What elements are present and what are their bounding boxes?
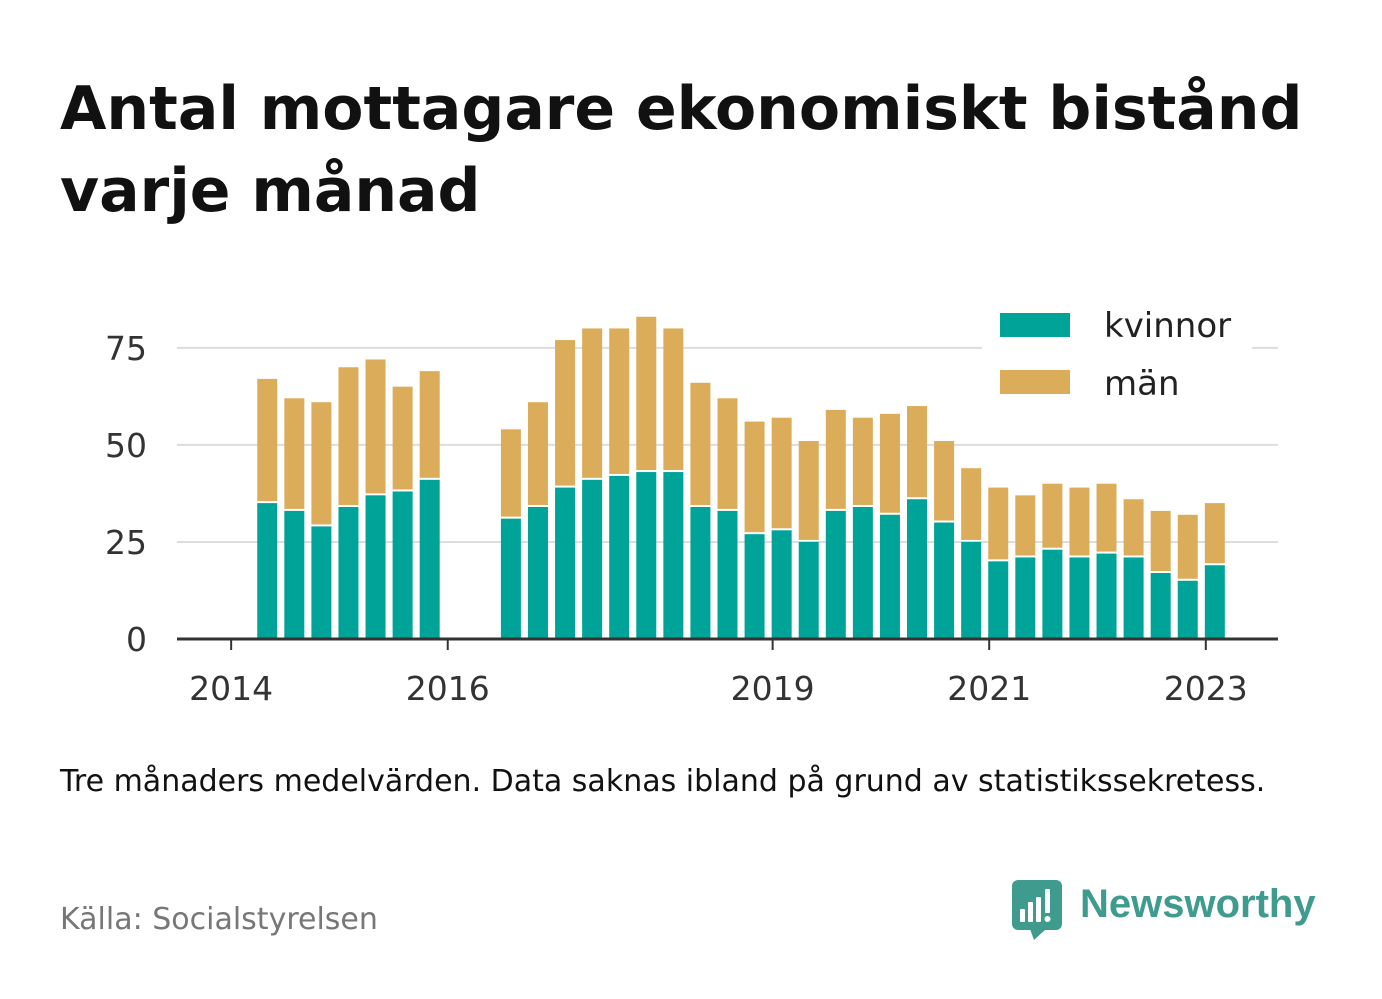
bar-segment-man-2018-05 xyxy=(690,382,711,505)
source-credit: Källa: Socialstyrelsen xyxy=(60,902,378,937)
bar-segment-man-2020-05 xyxy=(907,406,928,498)
chart-title: Antal mottagare ekonomiskt bistånd varje… xyxy=(60,74,1303,226)
bar-segment-man-2016-11 xyxy=(527,402,548,505)
y-tick-label-75: 75 xyxy=(105,329,147,368)
x-tick-label-2021: 2021 xyxy=(947,669,1031,708)
x-tick-label-2023: 2023 xyxy=(1164,669,1248,708)
newsworthy-logo: Newsworthy xyxy=(1012,878,1322,942)
bar-segment-kvinnor-2022-11 xyxy=(1177,580,1198,639)
bar-segment-kvinnor-2015-05 xyxy=(365,495,386,639)
legend-swatch-man xyxy=(1000,370,1070,394)
bar-segment-man-2022-11 xyxy=(1177,514,1198,579)
bar-segment-kvinnor-2019-02 xyxy=(771,530,792,639)
bar-segment-kvinnor-2019-08 xyxy=(825,510,846,639)
bar-segment-man-2015-05 xyxy=(365,359,386,494)
bar-segment-man-2020-08 xyxy=(934,441,955,521)
logo-icon-dot xyxy=(1044,916,1051,922)
bar-segment-man-2017-02 xyxy=(555,340,576,486)
x-tick-label-2014: 2014 xyxy=(189,669,273,708)
bar-segment-kvinnor-2019-05 xyxy=(798,541,819,639)
legend-label-kvinnor: kvinnor xyxy=(1104,306,1231,346)
bar-segment-man-2017-05 xyxy=(582,328,603,478)
bar-segment-kvinnor-2020-08 xyxy=(934,522,955,639)
bar-segment-kvinnor-2022-02 xyxy=(1096,553,1117,639)
logo-icon-bar xyxy=(1020,909,1025,922)
bar-segment-man-2014-11 xyxy=(311,402,332,525)
legend: kvinnor män xyxy=(982,298,1252,410)
bar-segment-kvinnor-2021-02 xyxy=(988,561,1009,639)
logo-icon-tail xyxy=(1030,929,1046,940)
legend-label-man: män xyxy=(1104,364,1180,404)
logo-icon-bar xyxy=(1036,897,1041,922)
bar-segment-kvinnor-2020-11 xyxy=(961,541,982,639)
bar-segment-kvinnor-2017-05 xyxy=(582,479,603,639)
x-tick-label-2019: 2019 xyxy=(731,669,815,708)
bar-segment-kvinnor-2020-05 xyxy=(907,499,928,639)
bar-segment-kvinnor-2018-08 xyxy=(717,510,738,639)
bar-segment-man-2019-05 xyxy=(798,441,819,540)
bar-segment-man-2023-02 xyxy=(1204,503,1225,564)
bar-segment-man-2021-02 xyxy=(988,487,1009,560)
bar-segment-kvinnor-2015-11 xyxy=(419,479,440,639)
bar-segment-kvinnor-2020-02 xyxy=(879,514,900,639)
bar-segment-kvinnor-2015-08 xyxy=(392,491,413,639)
bar-segment-man-2019-02 xyxy=(771,417,792,529)
bar-segment-man-2022-02 xyxy=(1096,483,1117,552)
bar-segment-kvinnor-2015-02 xyxy=(338,507,359,639)
bar-segment-kvinnor-2018-05 xyxy=(690,507,711,639)
bar-segment-kvinnor-2014-05 xyxy=(257,503,278,639)
bar-segment-man-2020-11 xyxy=(961,468,982,540)
bar-segment-man-2016-08 xyxy=(500,429,521,517)
bar-segment-kvinnor-2019-11 xyxy=(852,507,873,639)
logo-icon-bar xyxy=(1028,902,1033,922)
legend-swatch-kvinnor xyxy=(1000,313,1070,337)
bar-segment-kvinnor-2022-08 xyxy=(1150,573,1171,639)
bar-segment-man-2014-05 xyxy=(257,378,278,502)
y-tick-label-0: 0 xyxy=(126,620,147,659)
bar-segment-man-2017-11 xyxy=(636,316,657,471)
bar-segment-kvinnor-2014-11 xyxy=(311,526,332,639)
logo-icon-bar xyxy=(1045,889,1050,913)
bar-segment-man-2015-02 xyxy=(338,367,359,505)
bar-segment-man-2021-05 xyxy=(1015,495,1036,556)
bar-segment-man-2019-11 xyxy=(852,417,873,505)
bar-segment-kvinnor-2017-08 xyxy=(609,475,630,639)
bar-segment-kvinnor-2014-08 xyxy=(284,510,305,639)
bar-segment-man-2022-08 xyxy=(1150,510,1171,571)
bar-segment-man-2018-02 xyxy=(663,328,684,471)
bar-segment-kvinnor-2022-05 xyxy=(1123,557,1144,639)
logo-wordmark: Newsworthy xyxy=(1080,882,1316,926)
axes: 0 25 50 75 2014 2016 2019 2021 2023 xyxy=(105,329,1278,708)
bar-segment-kvinnor-2017-02 xyxy=(555,487,576,639)
bar-segment-man-2021-11 xyxy=(1069,487,1090,556)
y-tick-label-50: 50 xyxy=(105,426,147,465)
bar-segment-kvinnor-2016-11 xyxy=(527,507,548,639)
bar-segment-kvinnor-2021-05 xyxy=(1015,557,1036,639)
bar-segment-man-2015-08 xyxy=(392,386,413,490)
bar-segment-man-2017-08 xyxy=(609,328,630,474)
bar-segment-kvinnor-2018-02 xyxy=(663,472,684,639)
bar-segment-kvinnor-2021-08 xyxy=(1042,549,1063,639)
newsworthy-logo-icon xyxy=(1012,880,1062,940)
stacked-bars xyxy=(257,316,1225,639)
bar-segment-kvinnor-2017-11 xyxy=(636,472,657,639)
bar-segment-kvinnor-2018-11 xyxy=(744,534,765,639)
bar-segment-man-2022-05 xyxy=(1123,499,1144,556)
bar-segment-kvinnor-2021-11 xyxy=(1069,557,1090,639)
bar-segment-kvinnor-2023-02 xyxy=(1204,565,1225,639)
bar-segment-man-2021-08 xyxy=(1042,483,1063,548)
bar-segment-man-2015-11 xyxy=(419,371,440,478)
x-tick-label-2016: 2016 xyxy=(406,669,490,708)
chart-footnote: Tre månaders medelvärden. Data saknas ib… xyxy=(60,764,1266,799)
bar-segment-man-2020-02 xyxy=(879,413,900,513)
bar-segment-man-2018-08 xyxy=(717,398,738,509)
bar-segment-kvinnor-2016-08 xyxy=(500,518,521,639)
y-tick-label-25: 25 xyxy=(105,523,147,562)
bar-segment-man-2018-11 xyxy=(744,421,765,533)
bar-segment-man-2019-08 xyxy=(825,409,846,509)
bar-segment-man-2014-08 xyxy=(284,398,305,509)
